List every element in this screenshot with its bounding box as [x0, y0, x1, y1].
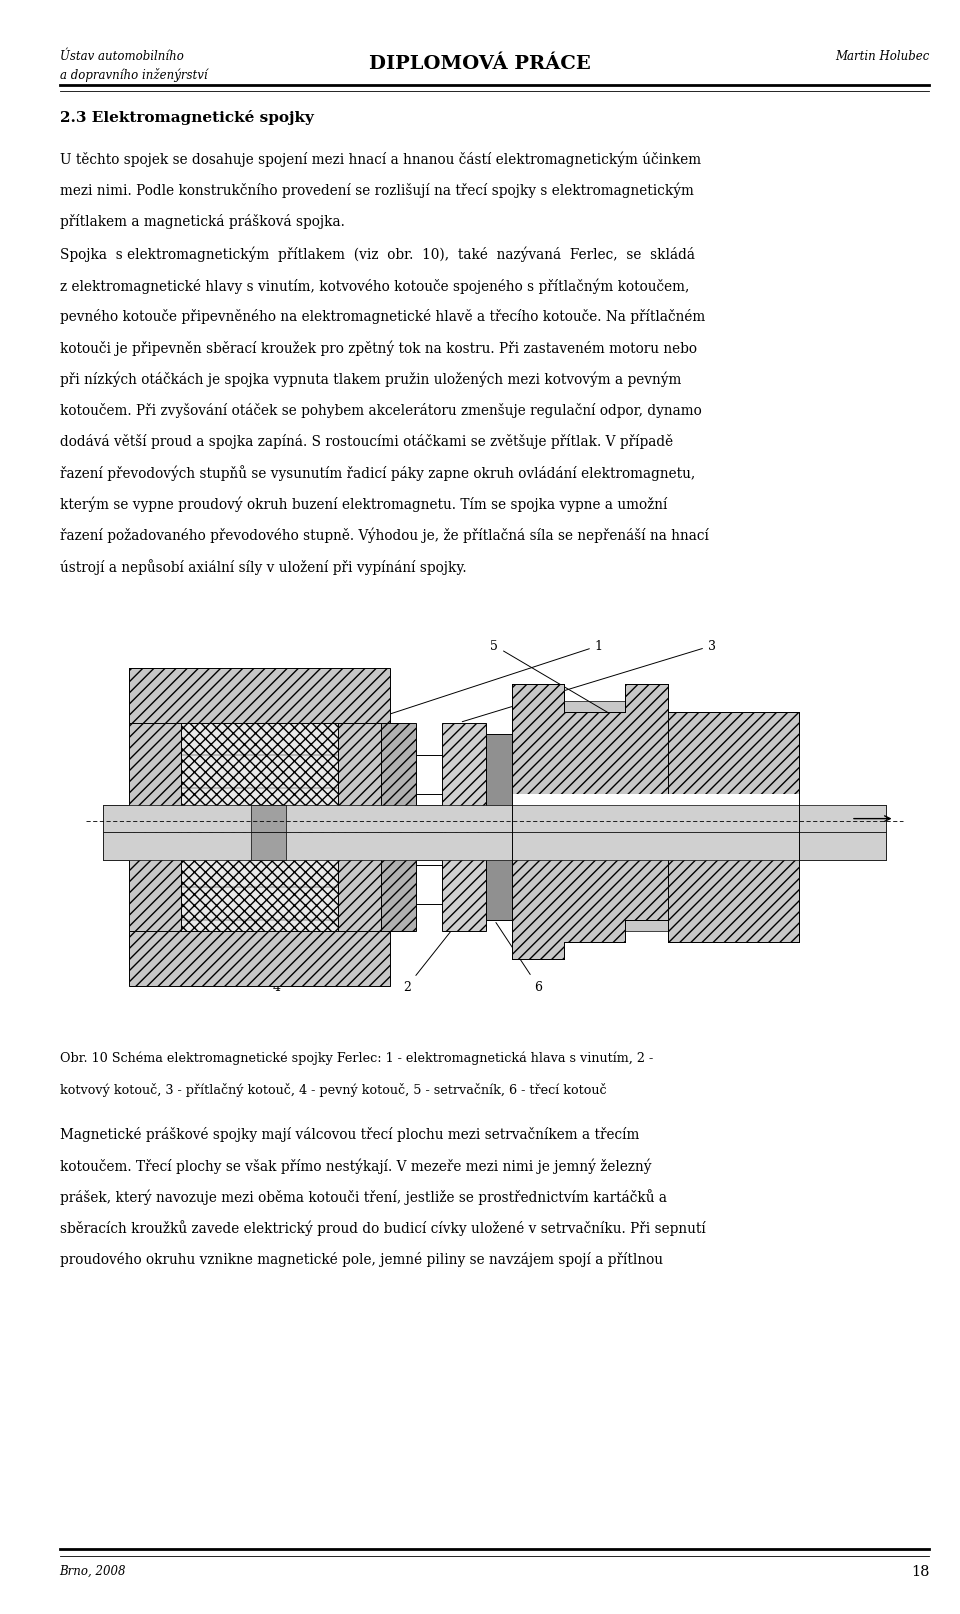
- Text: kterým se vypne proudový okruh buzení elektromagnetu. Tím se spojka vypne a umož: kterým se vypne proudový okruh buzení el…: [60, 495, 667, 512]
- Text: Spojka  s elektromagnetickým  přítlakem  (viz  obr.  10),  také  nazývaná  Ferle: Spojka s elektromagnetickým přítlakem (v…: [60, 247, 694, 261]
- Text: 4: 4: [273, 922, 396, 993]
- Text: Ústav automobilního: Ústav automobilního: [60, 50, 183, 63]
- Text: Magnetické práškové spojky mají válcovou třecí plochu mezi setrvačníkem a třecím: Magnetické práškové spojky mají válcovou…: [60, 1127, 639, 1141]
- Text: 2.3 Elektromagnetické spojky: 2.3 Elektromagnetické spojky: [60, 110, 313, 124]
- Bar: [443, 723, 486, 931]
- Text: Brno, 2008: Brno, 2008: [60, 1564, 126, 1577]
- Text: Obr. 10 Schéma elektromagnetické spojky Ferlec: 1 - elektromagnetická hlava s vi: Obr. 10 Schéma elektromagnetické spojky …: [60, 1051, 653, 1065]
- Text: kotouči je připevněn sběrací kroužek pro zpětný tok na kostru. Při zastaveném mo: kotouči je připevněn sběrací kroužek pro…: [60, 341, 697, 355]
- Bar: [129, 931, 390, 986]
- Text: 2: 2: [403, 923, 458, 993]
- Text: z elektromagnetické hlavy s vinutím, kotvového kotouče spojeného s přítlačným ko: z elektromagnetické hlavy s vinutím, kot…: [60, 278, 689, 294]
- Bar: [668, 712, 799, 943]
- Bar: [129, 668, 390, 723]
- Text: 5: 5: [491, 639, 622, 721]
- Text: řazení převodových stupňů se vysunutím řadicí páky zapne okruh ovládání elektrom: řazení převodových stupňů se vysunutím ř…: [60, 465, 695, 481]
- Bar: [512, 794, 860, 860]
- Text: 3: 3: [463, 639, 716, 721]
- Bar: [103, 805, 886, 833]
- Bar: [564, 904, 625, 943]
- Text: kotvový kotouč, 3 - přítlačný kotouč, 4 - pevný kotouč, 5 - setrvačník, 6 - třec: kotvový kotouč, 3 - přítlačný kotouč, 4 …: [60, 1081, 606, 1096]
- Bar: [129, 668, 181, 965]
- Bar: [251, 833, 286, 860]
- Text: mezi nimi. Podle konstrukčního provedení se rozlišují na třecí spojky s elektrom: mezi nimi. Podle konstrukčního provedení…: [60, 182, 693, 199]
- Bar: [381, 723, 416, 931]
- Text: řazení požadovaného převodového stupně. Výhodou je, že přítlačná síla se nepřená: řazení požadovaného převodového stupně. …: [60, 528, 708, 542]
- Text: proudového okruhu vznikne magnetické pole, jemné piliny se navzájem spojí a přít: proudového okruhu vznikne magnetické pol…: [60, 1251, 662, 1265]
- Text: 6: 6: [496, 923, 541, 993]
- Text: prášek, který navozuje mezi oběma kotouči tření, jestliže se prostřednictvím kar: prášek, který navozuje mezi oběma kotouč…: [60, 1188, 666, 1204]
- Text: U těchto spojek se dosahuje spojení mezi hnací a hnanou částí elektromagnetickým: U těchto spojek se dosahuje spojení mezi…: [60, 152, 701, 168]
- Text: pevného kotouče připevněného na elektromagnetické hlavě a třecího kotouče. Na př: pevného kotouče připevněného na elektrom…: [60, 310, 705, 324]
- Text: při nízkých otáčkách je spojka vypnuta tlakem pružin uložených mezi kotvovým a p: při nízkých otáčkách je spojka vypnuta t…: [60, 371, 681, 387]
- Text: ústrojí a nepůsobí axiální síly v uložení při vypínání spojky.: ústrojí a nepůsobí axiální síly v uložen…: [60, 558, 467, 575]
- Bar: [512, 684, 564, 959]
- Text: dodává větší proud a spojka zapíná. S rostoucími otáčkami se zvětšuje přítlak. V: dodává větší proud a spojka zapíná. S ro…: [60, 434, 673, 449]
- Bar: [103, 833, 886, 860]
- Text: 18: 18: [911, 1564, 929, 1578]
- Bar: [251, 805, 286, 833]
- Bar: [338, 723, 381, 931]
- Text: Martin Holubec: Martin Holubec: [835, 50, 929, 63]
- Bar: [103, 805, 886, 833]
- Bar: [486, 734, 512, 920]
- Text: sběracích kroužků zavede elektrický proud do budicí cívky uložené v setrvačníku.: sběracích kroužků zavede elektrický prou…: [60, 1220, 706, 1236]
- Text: 1: 1: [367, 639, 603, 721]
- Bar: [103, 833, 886, 860]
- Bar: [564, 700, 625, 739]
- Text: a dopravního inženýrství: a dopravního inženýrství: [60, 68, 207, 82]
- Bar: [181, 723, 338, 931]
- Bar: [625, 723, 668, 931]
- Text: přítlakem a magnetická prášková spojka.: přítlakem a magnetická prášková spojka.: [60, 215, 345, 229]
- Text: kotoučem. Třecí plochy se však přímo nestýkají. V mezeře mezi nimi je jemný žele: kotoučem. Třecí plochy se však přímo nes…: [60, 1157, 651, 1173]
- Polygon shape: [512, 684, 799, 959]
- Text: kotoučem. Při zvyšování otáček se pohybem akcelerátoru zmenšuje regulační odpor,: kotoučem. Při zvyšování otáček se pohybe…: [60, 402, 701, 418]
- Text: DIPLOMOVÁ PRÁCE: DIPLOMOVÁ PRÁCE: [370, 55, 590, 73]
